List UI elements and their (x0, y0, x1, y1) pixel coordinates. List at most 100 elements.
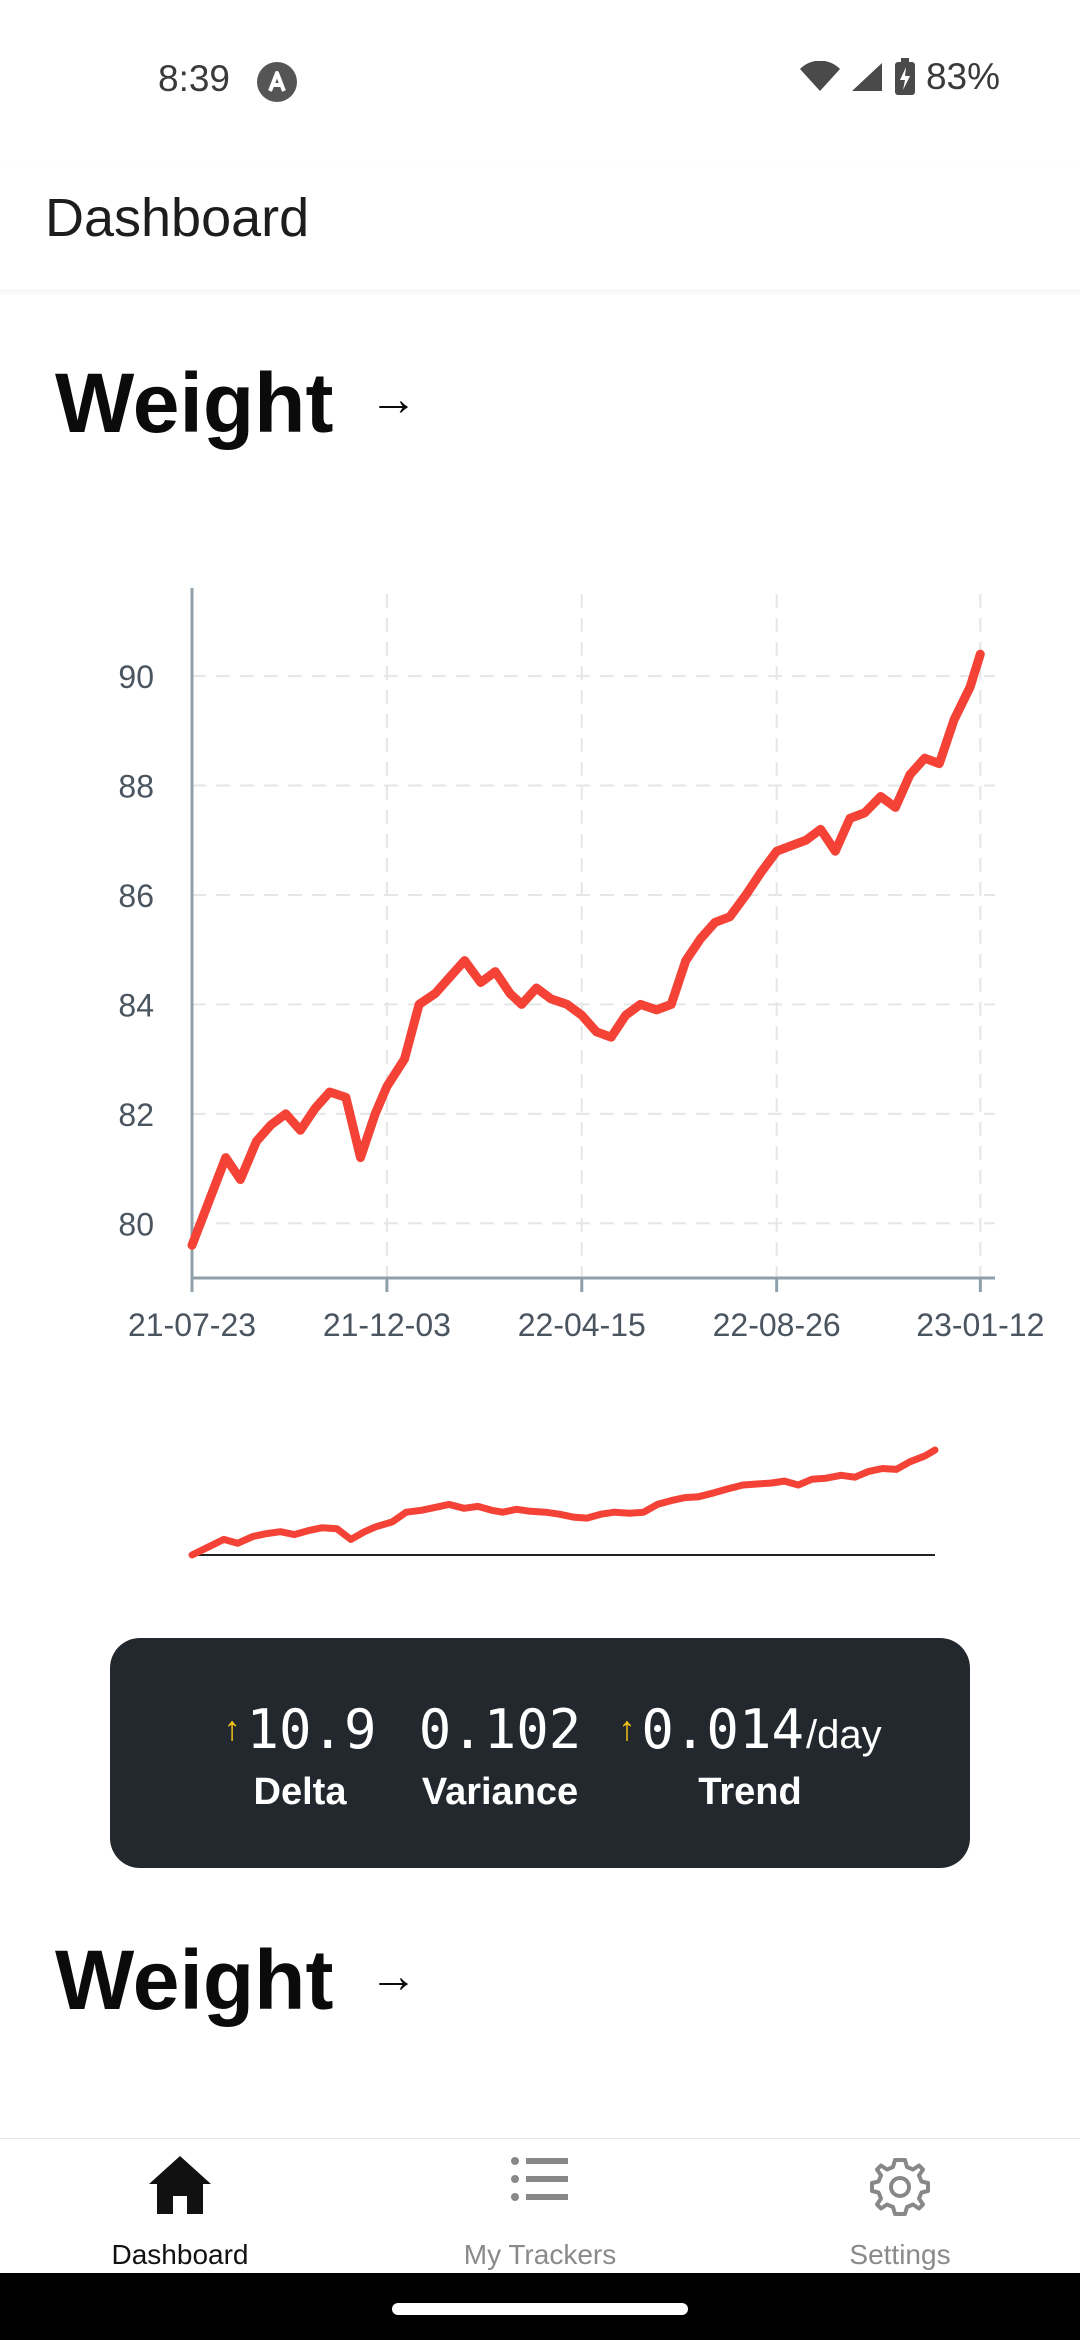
data-point (312, 1105, 319, 1112)
app-notification-icon (257, 62, 297, 102)
bottom-nav: Dashboard My Trackers Settings (0, 2138, 1080, 2274)
data-point (564, 1001, 571, 1008)
data-point (222, 1154, 229, 1161)
x-tick-label: 22-04-15 (518, 1307, 646, 1343)
weight-section-header-2[interactable]: Weight → (55, 1932, 417, 2029)
data-point (682, 957, 689, 964)
data-point (533, 984, 540, 991)
data-point (268, 1121, 275, 1128)
data-point (773, 848, 780, 855)
stat-label: Variance (421, 1771, 579, 1813)
weight-sparkline (0, 1430, 1080, 1570)
gear-icon (867, 2154, 933, 2225)
stat-value: 0.014 (641, 1698, 804, 1761)
y-tick-label: 90 (118, 659, 154, 695)
data-point (492, 968, 499, 975)
gesture-bar (0, 2273, 1080, 2340)
data-point (593, 1028, 600, 1035)
home-gesture-handle[interactable] (392, 2303, 688, 2315)
data-point (802, 837, 809, 844)
data-point (548, 995, 555, 1002)
data-point (936, 760, 943, 767)
stat-trend: ↑ 0.014 /day Trend (600, 1698, 900, 1814)
stat-value: 0.102 (418, 1698, 582, 1761)
data-point (788, 842, 795, 849)
data-point (637, 1001, 644, 1008)
y-tick-label: 86 (118, 878, 154, 914)
data-point (977, 651, 984, 658)
data-point (518, 1001, 525, 1008)
section-title: Weight (55, 1933, 334, 2027)
data-point (726, 913, 733, 920)
battery-percent: 83% (925, 56, 1000, 97)
data-point (477, 979, 484, 986)
data-point (861, 809, 868, 816)
arrow-right-icon[interactable]: → (369, 373, 418, 426)
data-point (578, 1012, 585, 1019)
data-point (757, 870, 764, 877)
sparkline-series-line (188, 1446, 939, 1559)
nav-label: My Trackers (463, 2239, 617, 2270)
weight-chart: 80 82 84 86 88 90 21-07-23 21-12-03 22-04-15 22-0… (0, 580, 1080, 1360)
data-point (622, 1012, 629, 1019)
data-point (416, 1001, 423, 1008)
weight-section-header[interactable]: Weight → (55, 355, 417, 452)
arrow-right-icon[interactable]: → (369, 1950, 418, 2003)
data-point (401, 1056, 408, 1063)
data-point (189, 1242, 195, 1249)
signal-icon (851, 63, 882, 91)
data-point (383, 1083, 390, 1090)
app-bar: Dashboard (0, 165, 1080, 291)
stat-delta: ↑ 10.9 Delta (210, 1698, 390, 1814)
list-icon (510, 2154, 570, 2209)
data-point (297, 1127, 304, 1134)
data-point (742, 891, 749, 898)
nav-dashboard[interactable]: Dashboard (30, 2139, 330, 2274)
data-point (342, 1094, 349, 1101)
data-point (892, 804, 899, 811)
battery-icon (894, 58, 915, 95)
data-point (253, 1138, 260, 1145)
trend-up-icon: ↑ (618, 1710, 636, 1748)
data-point (608, 1034, 615, 1041)
status-bar: 8:39 83% (0, 0, 1080, 165)
nav-label: Settings (849, 2239, 951, 2270)
data-point (372, 1110, 379, 1117)
data-point (877, 793, 884, 800)
nav-label: Dashboard (111, 2239, 249, 2270)
data-point (950, 716, 957, 723)
data-point (432, 990, 439, 997)
weight-series-line (187, 649, 985, 1250)
stat-unit: /day (805, 1713, 882, 1757)
data-point (357, 1154, 364, 1161)
data-point (907, 771, 914, 778)
weight-line-chart: 80 82 84 86 88 90 21-07-23 21-12-03 22-04-15 22-0… (118, 588, 1044, 1343)
y-tick-label: 88 (118, 769, 154, 805)
trend-up-icon: ↑ (223, 1710, 241, 1748)
data-point (326, 1088, 333, 1095)
wifi-icon (799, 61, 840, 91)
stats-card: ↑ 10.9 Delta 0.102 Variance ↑ 0.014 /day… (110, 1638, 970, 1868)
stat-label: Trend (698, 1771, 802, 1813)
data-point (921, 755, 928, 762)
status-time: 8:39 (158, 58, 231, 99)
stat-variance: 0.102 Variance (400, 1698, 600, 1814)
nav-my-trackers[interactable]: My Trackers (390, 2139, 690, 2274)
data-point (237, 1176, 244, 1183)
data-point (697, 935, 704, 942)
x-tick-label: 23-01-12 (916, 1307, 1044, 1343)
x-tick-label: 21-12-03 (323, 1307, 451, 1343)
y-tick-label: 80 (118, 1206, 154, 1242)
nav-settings[interactable]: Settings (750, 2139, 1050, 2274)
y-tick-label: 82 (118, 1097, 154, 1133)
stat-value: 10.9 (246, 1698, 377, 1761)
section-title: Weight (55, 356, 334, 450)
home-icon (147, 2154, 213, 2221)
data-point (967, 684, 974, 691)
sparkline-chart (188, 1446, 939, 1559)
data-point (653, 1006, 660, 1013)
data-point (446, 974, 453, 981)
status-icons: 83% (799, 56, 1000, 98)
x-tick-label: 21-07-23 (128, 1307, 256, 1343)
x-tick-label: 22-08-26 (713, 1307, 841, 1343)
